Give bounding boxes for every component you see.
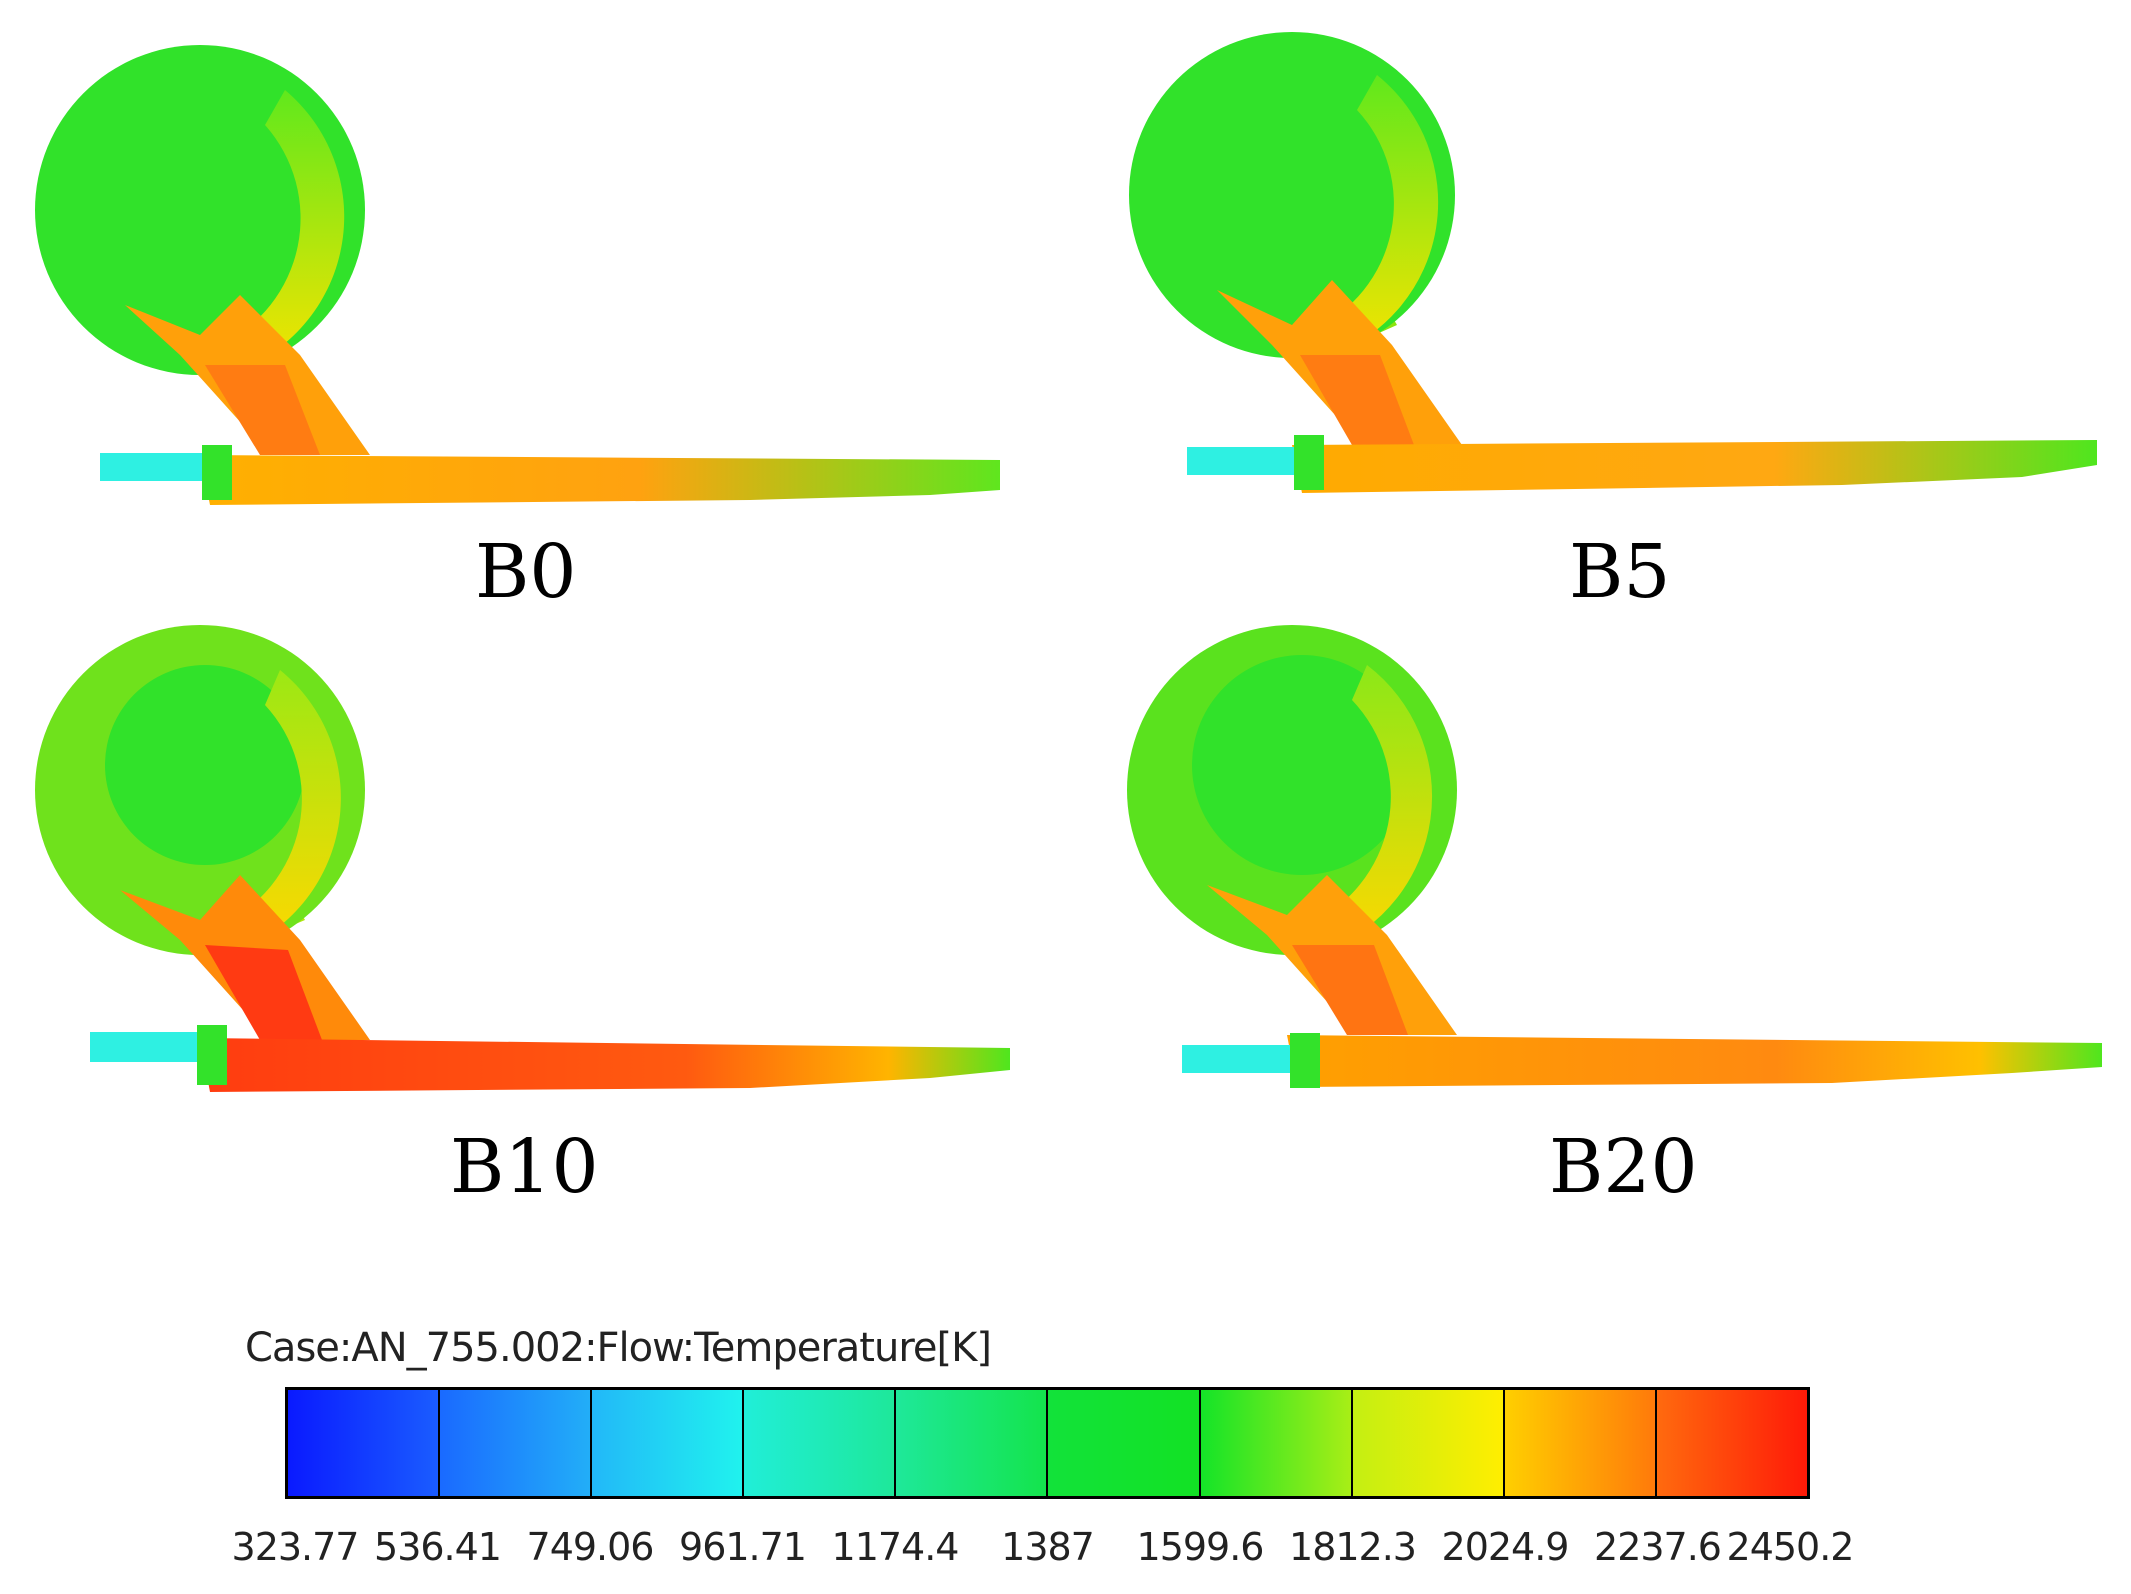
colorbar-tick-label: 1812.3 — [1289, 1525, 1417, 1569]
colorbar-segment — [1656, 1390, 1807, 1496]
colorbar-tick-label: 2450.2 — [1726, 1525, 1855, 1569]
temperature-colorbar — [285, 1387, 1810, 1499]
panel-label: B20 — [1549, 1124, 1698, 1210]
colorbar-tick-label: 749.06 — [526, 1525, 655, 1569]
panel-b0: B0 — [30, 35, 1040, 609]
temperature-contour-b0 — [35, 45, 1000, 505]
colorbar-segment — [1504, 1390, 1657, 1496]
temperature-contour-b10 — [35, 625, 1010, 1092]
colorbar-tick-label: 2024.9 — [1441, 1525, 1570, 1569]
colorbar-tick-label: 961.71 — [679, 1525, 807, 1569]
colorbar-tick-label: 1174.4 — [831, 1525, 960, 1569]
colorbar-tick-label: 536.41 — [374, 1525, 502, 1569]
legend-title: Case:AN_755.002:Flow:Temperature[K] — [245, 1325, 992, 1371]
colorbar-segment — [744, 1390, 897, 1496]
temperature-contour-b20 — [1127, 625, 2102, 1088]
colorbar-segment — [288, 1390, 441, 1496]
temperature-contour-b5 — [1129, 32, 2097, 493]
colorbar-tick-label: 2237.6 — [1594, 1525, 1722, 1569]
panel-label: B5 — [1569, 529, 1671, 615]
colorbar-segment — [1048, 1390, 1201, 1496]
colorbar-segment — [1200, 1390, 1353, 1496]
colorbar-ticks: 323.77 536.41 749.06 961.71 1174.4 1387 1599.6… — [232, 1525, 1965, 1575]
panel-label: B10 — [450, 1124, 599, 1210]
colorbar-tick-label: 323.77 — [231, 1525, 360, 1569]
panel-b10: B10 — [30, 620, 1040, 1204]
colorbar-segment — [896, 1390, 1049, 1496]
colorbar-segment — [592, 1390, 745, 1496]
colorbar-tick-label: 1387 — [1001, 1525, 1095, 1569]
panel-b20: B20 — [1112, 615, 2122, 1204]
colorbar-segment — [440, 1390, 593, 1496]
panel-label: B0 — [475, 529, 577, 615]
colorbar-segment — [1352, 1390, 1505, 1496]
panel-b5: B5 — [1122, 25, 2131, 609]
temperature-legend: Case:AN_755.002:Flow:Temperature[K] 323.… — [232, 1325, 1965, 1585]
colorbar-tick-label: 1599.6 — [1136, 1525, 1265, 1569]
